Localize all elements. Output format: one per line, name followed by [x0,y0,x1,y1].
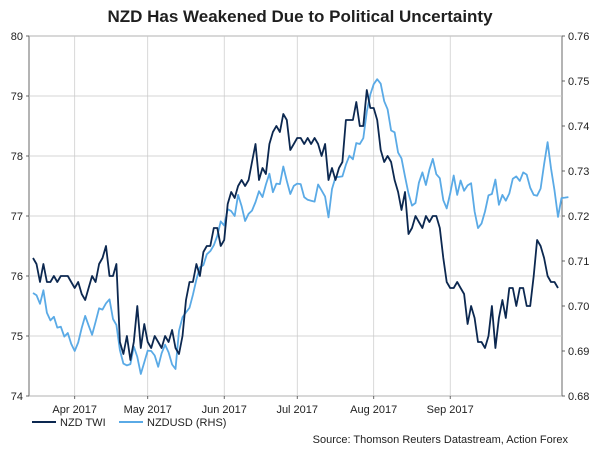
series-line-nzdusd [32,78,569,375]
y-right-tick-label: 0.71 [568,256,589,268]
y-left-tick-label: 80 [11,31,23,43]
series-line-nzd-twi [32,89,559,361]
series-lines [32,78,569,375]
y-right-tick-label: 0.74 [568,121,589,133]
y-left-tick-label: 79 [11,91,23,103]
y-axis-right: 0.68 0.69 0.70 0.71 0.72 0.73 0.74 0.75 0.76 [562,31,589,403]
y-right-tick-label: 0.72 [568,211,589,223]
y-left-tick-label: 75 [11,331,23,343]
legend-label-nzd-twi: NZD TWI [60,417,106,429]
y-left-tick-label: 74 [11,391,23,403]
legend: NZD TWI NZDUSD (RHS) [32,417,226,429]
y-left-tick-label: 76 [11,271,23,283]
chart-title: NZD Has Weakened Due to Political Uncert… [107,7,493,26]
y-axis-left: 74 75 76 77 78 79 80 [11,31,29,403]
y-left-tick-label: 78 [11,151,23,163]
x-tick-label: Apr 2017 [52,404,97,416]
y-right-tick-label: 0.73 [568,166,589,178]
y-right-tick-label: 0.76 [568,31,589,43]
source-note: Source: Thomson Reuters Datastream, Acti… [313,434,569,446]
x-tick-label: Jun 2017 [202,404,247,416]
legend-label-nzdusd: NZDUSD (RHS) [147,417,226,429]
y-right-tick-label: 0.68 [568,391,589,403]
y-right-tick-label: 0.70 [568,301,589,313]
x-tick-label: Sep 2017 [427,404,474,416]
x-tick-label: Aug 2017 [350,404,397,416]
x-tick-label: May 2017 [124,404,172,416]
y-left-tick-label: 77 [11,211,23,223]
y-right-tick-label: 0.69 [568,346,589,358]
y-right-tick-label: 0.75 [568,76,589,88]
x-tick-label: Jul 2017 [276,404,318,416]
x-axis: Apr 2017 May 2017 Jun 2017 Jul 2017 Aug 2017… [52,396,474,416]
